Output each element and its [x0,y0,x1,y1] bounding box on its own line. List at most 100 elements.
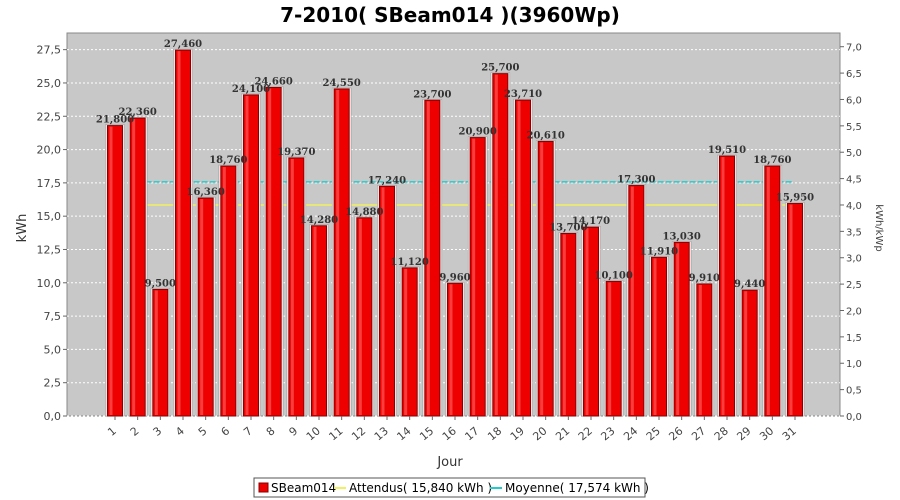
x-tick-label: 6 [219,424,233,438]
x-tick-label: 26 [667,424,686,443]
x-tick-label: 25 [644,424,663,443]
data-label-day-25: 11,910 [640,246,678,257]
y-tick-label: 7,5 [44,310,62,323]
y2-tick-label: 3,0 [846,254,862,265]
bar-highlight [630,186,634,415]
x-tick-label: 16 [440,424,459,443]
y-tick-label: 12,5 [37,243,62,256]
bar-highlight [653,258,657,415]
data-label-day-31: 15,950 [776,193,814,204]
y2-tick-label: 7,0 [846,43,862,54]
y-tick-label: 22,5 [37,110,62,123]
data-label-day-11: 24,550 [323,78,361,89]
x-tick-label: 20 [531,424,550,443]
data-label-day-7: 24,100 [232,84,270,95]
data-label-day-30: 18,760 [753,155,791,166]
x-tick-label: 27 [689,424,708,443]
data-label-day-12: 14,880 [345,207,383,218]
bar-highlight [200,199,204,415]
data-label-day-15: 23,700 [413,89,451,100]
data-label-day-29: 9,440 [734,279,765,290]
data-label-day-18: 25,700 [481,63,519,74]
bar-highlight [517,101,521,415]
x-tick-label: 1 [105,424,119,438]
x-tick-label: 28 [712,424,731,443]
y-tick-label: 20,0 [37,144,62,157]
bar-highlight [290,158,294,415]
y2-tick-label: 4,0 [846,201,862,212]
y2-tick-label: 2,5 [846,280,862,291]
x-tick-label: 4 [173,424,187,438]
reference-lines [129,181,793,206]
x-tick-label: 7 [241,424,255,438]
bar-highlight [766,167,770,415]
x-axis: 1 2 3 4 5 6 7 8 9 10 11 12 13 14 15 16 17 18 19 20 21 22 23 24 2… [105,416,799,443]
y2-tick-label: 3,5 [846,227,862,238]
y2-tick-label: 4,5 [846,175,862,186]
data-label-day-17: 20,900 [459,127,497,138]
x-tick-label: 13 [372,424,391,443]
x-tick-label: 9 [287,424,301,438]
bar-highlight [109,126,113,415]
y-tick-label: 27,5 [37,44,62,57]
bar-highlight [381,187,385,415]
bar-highlight [132,119,136,415]
bar-highlight [494,74,498,416]
data-label-day-28: 19,510 [708,145,746,156]
data-label-day-5: 16,360 [187,187,225,198]
y-tick-label: 0,0 [44,410,62,423]
bar-highlight [540,142,544,415]
x-tick-label: 8 [264,424,278,438]
y-tick-label: 10,0 [37,277,62,290]
bars [105,48,805,417]
bar-highlight [698,284,702,415]
x-tick-label: 15 [417,424,436,443]
data-label-day-23: 10,100 [595,270,633,281]
y2-tick-label: 2,0 [846,306,862,317]
data-label-day-19: 23,710 [504,89,542,100]
bar-highlight [336,89,340,416]
bar-highlight [268,88,272,416]
y-tick-label: 15,0 [37,210,62,223]
x-tick-label: 19 [508,424,527,443]
y-axis: 0,0 2,5 5,0 7,5 10,0 12,5 15,0 17,5 20,0 22,5 25,0… [37,44,67,423]
y-axis-label: kWh [15,214,30,243]
x-tick-label: 2 [128,424,142,438]
data-label-day-6: 18,760 [209,155,247,166]
data-label-day-16: 9,960 [439,272,470,283]
y-tick-label: 25,0 [37,77,62,90]
bar-highlight [472,138,476,415]
data-label-day-2: 22,360 [119,107,157,118]
legend-item-attendus: Attendus( 15,840 kWh ) [349,481,492,495]
bar-highlight [562,234,566,415]
legend-item-moyenne: Moyenne( 17,574 kWh ) [505,481,649,495]
y-tick-label: 5,0 [44,343,62,356]
legend-box [253,477,646,498]
x-tick-label: 12 [349,424,368,443]
x-tick-label: 14 [395,424,414,443]
y2-tick-label: 1,0 [846,359,862,370]
y2-tick-label: 6,5 [846,69,862,80]
y-tick-label: 2,5 [44,377,62,390]
bar-highlight [154,290,158,415]
data-label-day-13: 17,240 [368,175,406,186]
bar-highlight [608,282,612,415]
y2-tick-label: 0,5 [846,386,862,397]
data-label-day-27: 9,910 [689,273,720,284]
data-label-day-10: 14,280 [300,215,338,226]
bar-highlight [676,243,680,415]
data-label-day-20: 20,610 [527,130,565,141]
y2-tick-label: 6,0 [846,95,862,106]
bar-highlight [789,204,793,415]
legend: SBeam014 Attendus( 15,840 kWh ) Moyenne(… [253,477,649,498]
bar-highlight [245,95,249,415]
x-tick-label: 5 [196,424,210,438]
x-tick-label: 21 [553,424,572,443]
data-label-day-4: 27,460 [164,39,202,50]
data-label-day-3: 9,500 [145,278,176,289]
bar-highlight [404,268,408,415]
x-tick-label: 29 [735,424,754,443]
data-label-day-26: 13,030 [663,231,701,242]
x-axis-label: Jour [436,455,463,470]
